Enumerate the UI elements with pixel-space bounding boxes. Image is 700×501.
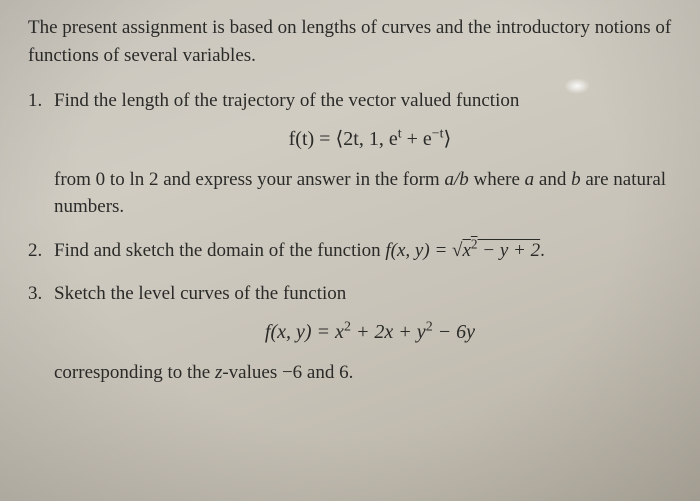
rad-sq: 2 [471, 236, 478, 251]
eq-plus: + e [402, 128, 432, 150]
problem-3-lead: Sketch the level curves of the function [54, 283, 346, 304]
p1-tail1: from 0 to ln 2 and express your answer i… [54, 169, 444, 190]
problem-1-equation: f(t) = ⟨2t, 1, et + e−t⟩ [54, 125, 686, 154]
p1-tail2: where [469, 169, 525, 190]
rad-rest: − y + 2 [478, 240, 541, 261]
p3-lhs: f(x, y) = x [265, 321, 344, 343]
eq-a: 2t, 1, e [343, 128, 397, 150]
rad-x: x [462, 240, 470, 261]
assignment-page: The present assignment is based on lengt… [0, 0, 700, 416]
p1-a: a [525, 169, 535, 190]
intro-text: The present assignment is based on lengt… [28, 17, 671, 66]
p3-sq1: 2 [344, 319, 351, 334]
eq-lhs: f(t) = [289, 128, 336, 150]
problem-2-lead: Find and sketch the domain of the functi… [54, 240, 385, 261]
radicand: x2 − y + 2 [462, 240, 540, 261]
problem-3-after: corresponding to the z-values −6 and 6. [54, 359, 686, 387]
p3-sq2: 2 [426, 319, 433, 334]
problem-3: 3. Sketch the level curves of the functi… [28, 280, 686, 386]
p3-after: corresponding to the [54, 362, 215, 383]
problem-1-lead: Find the length of the trajectory of the… [54, 90, 519, 111]
intro-paragraph: The present assignment is based on lengt… [28, 14, 686, 69]
p1-frac: a/b [444, 169, 468, 190]
angle-close: ⟩ [444, 128, 452, 150]
p2-period: . [540, 240, 545, 261]
p3-tail: − 6y [433, 321, 475, 343]
problem-1-tail: from 0 to ln 2 and express your answer i… [54, 166, 686, 221]
p3-mid: + 2x + y [351, 321, 426, 343]
p1-and: and [534, 169, 571, 190]
problem-3-equation: f(x, y) = x2 + 2x + y2 − 6y [54, 318, 686, 347]
p1-b: b [571, 169, 581, 190]
problem-2-number: 2. [28, 237, 42, 265]
problem-3-number: 3. [28, 280, 42, 308]
problem-1: 1. Find the length of the trajectory of … [28, 87, 686, 221]
p2-fn: f(x, y) = [385, 240, 452, 261]
sqrt-sign: √ [452, 240, 462, 261]
exp-neg-t: −t [432, 126, 444, 141]
problem-1-number: 1. [28, 87, 42, 115]
problem-2: 2. Find and sketch the domain of the fun… [28, 237, 686, 265]
p3-after2: -values −6 and 6. [222, 362, 353, 383]
